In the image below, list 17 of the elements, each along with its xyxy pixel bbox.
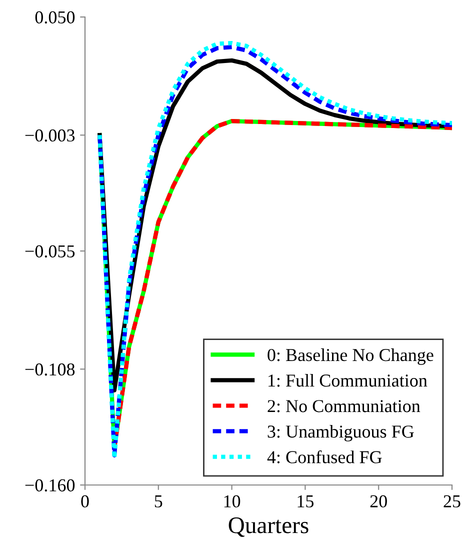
y-tick-label: −0.055 <box>25 245 75 258</box>
y-tick-label: −0.108 <box>25 363 75 376</box>
x-tick-label: 5 <box>154 495 162 508</box>
x-axis-title: Quarters <box>228 517 308 537</box>
x-tick-label: 15 <box>298 495 314 508</box>
y-tick-label: 0.050 <box>35 11 75 24</box>
legend-label: 2: No Communiation <box>268 400 420 412</box>
y-tick-label: −0.003 <box>25 129 75 142</box>
y-tick-label: −0.160 <box>25 479 75 492</box>
x-tick-label: 10 <box>224 495 240 508</box>
legend-label: 4: Confused FG <box>267 450 382 464</box>
x-tick-label: 25 <box>444 495 460 508</box>
x-tick-label: 20 <box>370 495 387 508</box>
legend-label: 0: Baseline No Change <box>268 348 434 365</box>
legend-label: 3: Unambiguous FG <box>268 425 414 442</box>
x-tick-label: 0 <box>81 495 89 508</box>
legend-label: 1: Full Communiation <box>268 374 428 387</box>
